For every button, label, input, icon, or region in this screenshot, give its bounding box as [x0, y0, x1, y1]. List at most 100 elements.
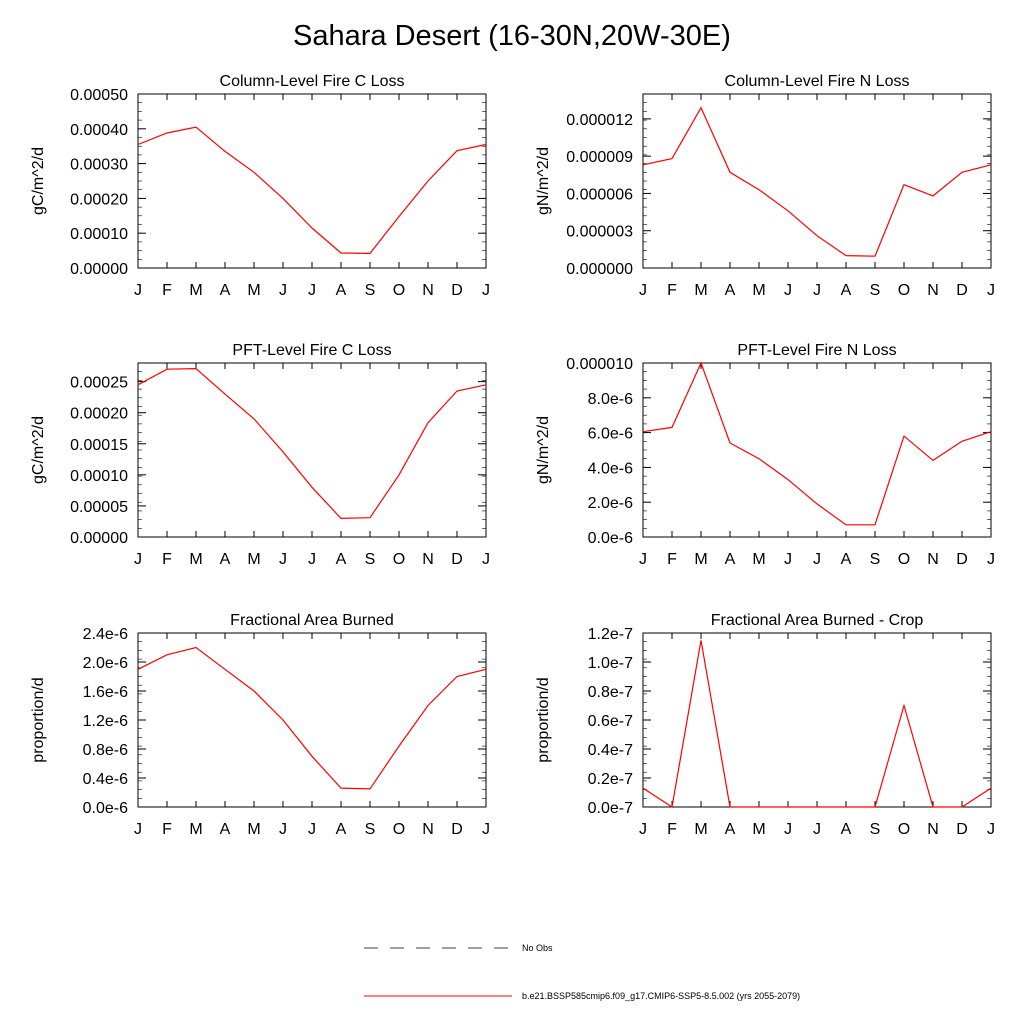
- x-tick-label: A: [841, 551, 852, 568]
- x-tick-label: A: [220, 821, 231, 838]
- x-tick-label: J: [987, 282, 995, 299]
- x-tick-label: A: [725, 821, 736, 838]
- x-tick-label: J: [987, 821, 995, 838]
- legend-model-label: b.e21.BSSP585cmip6.f09_g17.CMIP6-SSP5-8.…: [522, 991, 801, 1001]
- x-tick-label: M: [694, 282, 707, 299]
- y-tick-label: 0.6e-7: [588, 713, 633, 730]
- chart-title: PFT-Level Fire C Loss: [232, 342, 391, 359]
- y-tick-label: 2.0e-6: [588, 495, 633, 512]
- y-tick-label: 1.6e-6: [83, 684, 128, 701]
- y-tick-label: 0.00050: [70, 87, 128, 104]
- y-tick-label: 0.00025: [70, 375, 128, 392]
- x-tick-label: A: [336, 821, 347, 838]
- x-tick-label: M: [694, 551, 707, 568]
- y-tick-label: 0.0e-7: [588, 800, 633, 817]
- x-tick-label: M: [752, 551, 765, 568]
- x-tick-label: O: [393, 821, 405, 838]
- x-tick-label: D: [956, 282, 968, 299]
- y-tick-label: 6.0e-6: [588, 426, 633, 443]
- chart-title: Column-Level Fire N Loss: [725, 73, 910, 90]
- y-tick-label: 0.000006: [566, 186, 633, 203]
- x-tick-label: D: [451, 821, 463, 838]
- x-tick-label: O: [898, 551, 910, 568]
- x-tick-label: S: [870, 282, 881, 299]
- x-tick-label: J: [134, 821, 142, 838]
- x-tick-label: J: [813, 551, 821, 568]
- x-tick-label: M: [189, 282, 202, 299]
- x-tick-label: M: [189, 821, 202, 838]
- chart-title: Column-Level Fire C Loss: [220, 73, 405, 90]
- y-tick-label: 0.00030: [70, 157, 128, 174]
- x-tick-label: J: [308, 821, 316, 838]
- x-tick-label: F: [162, 282, 172, 299]
- y-tick-label: 0.00010: [70, 468, 128, 485]
- x-tick-label: N: [422, 821, 434, 838]
- x-tick-label: O: [393, 282, 405, 299]
- x-tick-label: N: [422, 282, 434, 299]
- y-tick-label: 0.0e-6: [588, 530, 633, 547]
- y-tick-label: 2.4e-6: [83, 626, 128, 643]
- x-tick-label: M: [752, 282, 765, 299]
- x-tick-label: F: [667, 821, 677, 838]
- x-tick-label: A: [220, 282, 231, 299]
- x-tick-label: J: [784, 282, 792, 299]
- y-tick-label: 0.00015: [70, 437, 128, 454]
- x-tick-label: J: [813, 821, 821, 838]
- x-tick-label: N: [927, 551, 939, 568]
- y-tick-label: 0.00000: [70, 530, 128, 547]
- x-tick-label: J: [482, 282, 490, 299]
- x-tick-label: J: [813, 282, 821, 299]
- x-tick-label: J: [308, 551, 316, 568]
- x-tick-label: A: [841, 821, 852, 838]
- x-tick-label: D: [956, 551, 968, 568]
- x-tick-label: A: [725, 282, 736, 299]
- y-tick-label: 0.00000: [70, 261, 128, 278]
- x-tick-label: D: [451, 551, 463, 568]
- x-tick-label: J: [639, 282, 647, 299]
- x-tick-label: S: [365, 282, 376, 299]
- x-tick-label: A: [336, 282, 347, 299]
- y-tick-label: 0.000012: [566, 112, 633, 129]
- series-line: [642, 361, 992, 526]
- x-tick-label: J: [308, 282, 316, 299]
- y-tick-label: 0.00005: [70, 499, 128, 516]
- chart-title: PFT-Level Fire N Loss: [737, 342, 896, 359]
- x-tick-label: S: [365, 821, 376, 838]
- x-tick-label: O: [898, 282, 910, 299]
- series-line: [137, 126, 487, 255]
- y-tick-label: 0.00020: [70, 406, 128, 423]
- y-axis-label: gC/m^2/d: [30, 147, 47, 215]
- x-tick-label: D: [451, 282, 463, 299]
- x-tick-label: J: [784, 551, 792, 568]
- x-tick-label: M: [694, 821, 707, 838]
- x-tick-label: O: [393, 551, 405, 568]
- x-tick-label: J: [134, 551, 142, 568]
- x-tick-label: M: [752, 821, 765, 838]
- x-tick-label: F: [162, 551, 172, 568]
- x-tick-label: J: [482, 551, 490, 568]
- y-tick-label: 8.0e-6: [588, 391, 633, 408]
- x-tick-label: S: [870, 551, 881, 568]
- x-tick-label: O: [898, 821, 910, 838]
- y-axis-label: gC/m^2/d: [30, 416, 47, 484]
- y-axis-label: proportion/d: [30, 677, 47, 762]
- chart-panel-6: Fractional Area Burned - Crop proportion/…: [535, 612, 995, 838]
- x-tick-label: S: [365, 551, 376, 568]
- x-tick-label: S: [870, 821, 881, 838]
- chart-title: Fractional Area Burned - Crop: [711, 612, 924, 629]
- x-tick-label: A: [841, 282, 852, 299]
- x-tick-label: M: [247, 551, 260, 568]
- y-tick-label: 0.000003: [566, 224, 633, 241]
- x-tick-label: J: [784, 821, 792, 838]
- x-tick-label: N: [927, 282, 939, 299]
- y-tick-label: 0.00020: [70, 191, 128, 208]
- x-tick-label: J: [639, 821, 647, 838]
- y-tick-label: 0.0e-6: [83, 800, 128, 817]
- x-tick-label: J: [134, 282, 142, 299]
- y-tick-label: 4.0e-6: [588, 460, 633, 477]
